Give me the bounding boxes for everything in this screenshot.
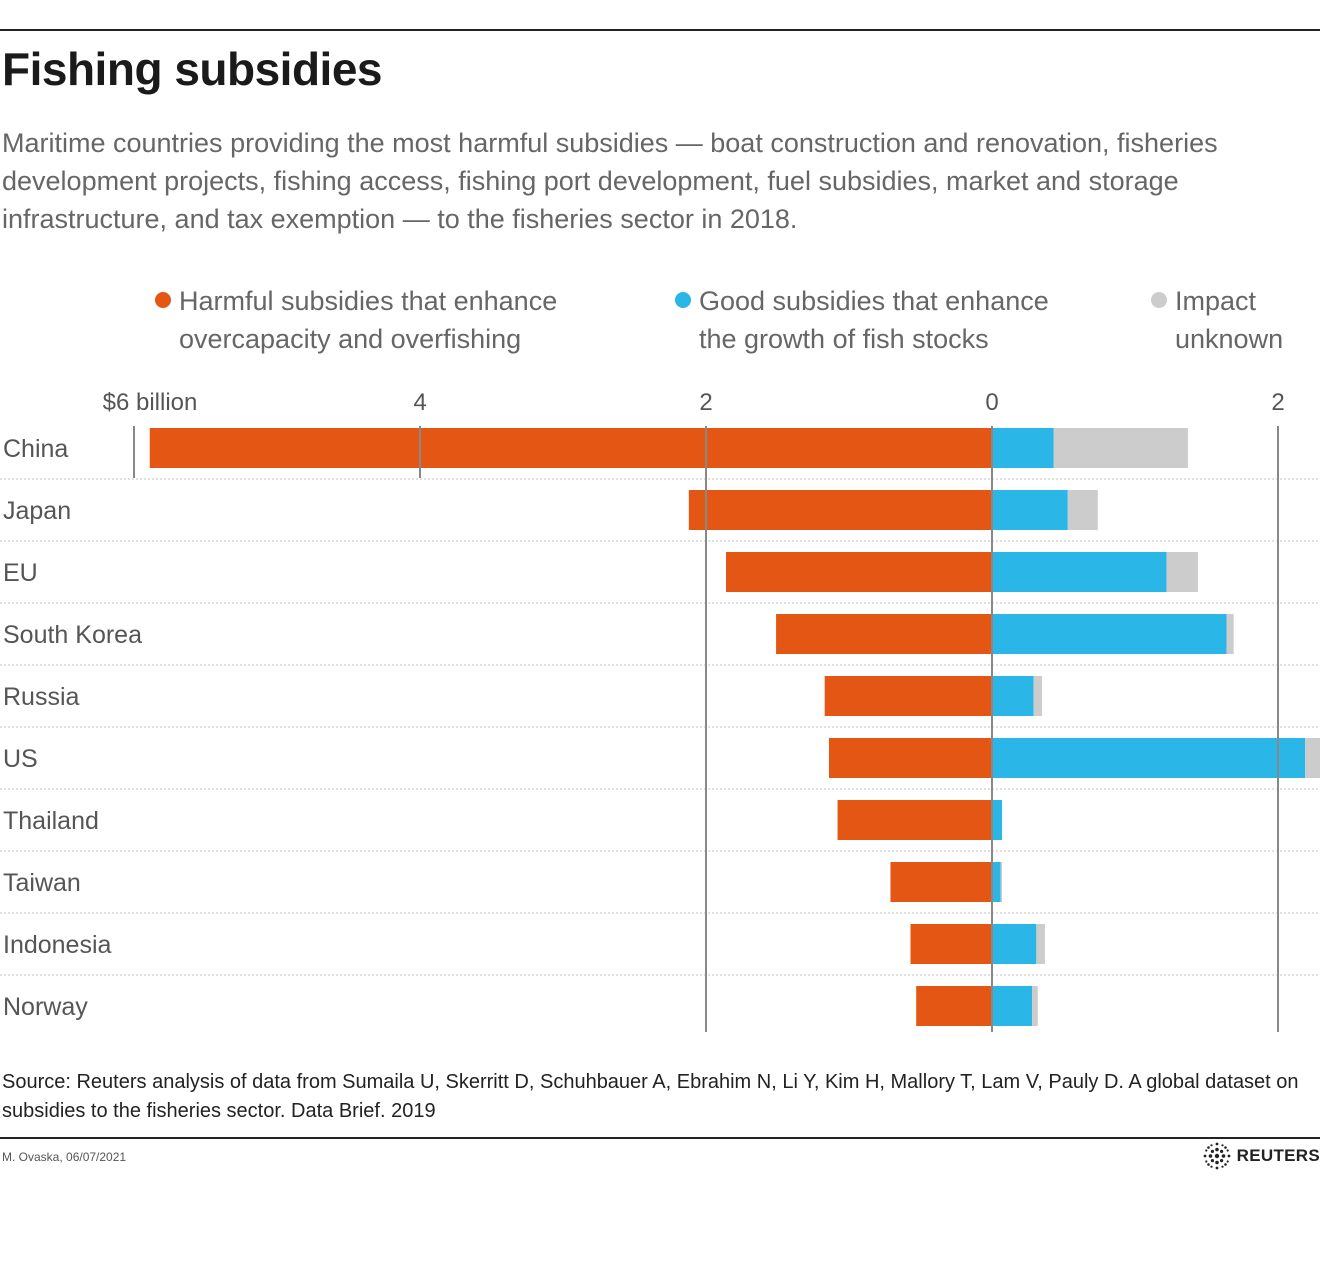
category-label: US [3,745,38,773]
bar-unknown [1166,552,1198,592]
chart-title: Fishing subsidies [2,43,383,95]
bar-unknown [1036,924,1045,964]
bar-good [992,490,1068,530]
legend-label-good-line1: Good subsidies that enhance [699,286,1049,316]
bar-harmful [910,924,992,964]
bar-harmful [837,800,992,840]
legend-label-unknown-line1: Impact [1175,286,1257,316]
legend-dot-harmful [155,292,171,308]
bar-harmful [726,552,992,592]
byline: M. Ovaska, 06/07/2021 [2,1150,127,1164]
legend-label-harmful-line2: overcapacity and overfishing [179,324,522,354]
bar-good [992,862,1001,902]
category-label: Japan [3,497,71,525]
category-label: EU [3,559,38,587]
bar-good [992,614,1227,654]
category-label: Norway [3,993,88,1021]
x-tick-label: 2 [1271,389,1284,416]
bar-unknown [1032,986,1038,1026]
legend-item-harmful: Harmful subsidies that enhance overcapac… [155,282,558,358]
category-label: South Korea [3,621,142,649]
bar-chart: China Japan EU South Korea Russia US Thailand T… [0,389,1320,1032]
bar-unknown [1067,490,1098,530]
bar-harmful [688,490,992,530]
bottom-rule [0,1137,1320,1139]
x-tick-label: $6 billion [103,389,198,416]
bar-unknown [1033,676,1043,716]
bar-unknown [1053,428,1188,468]
legend-dot-unknown [1151,292,1167,308]
bar-unknown [1000,862,1003,902]
bar-unknown [1226,614,1234,654]
bar-unknown [1305,738,1320,778]
chart-subtitle: Maritime countries providing the most ha… [2,128,1218,234]
bar-good [992,800,1003,840]
reuters-dots-icon [1203,1142,1231,1170]
bar-good [992,676,1034,716]
bar-good [992,738,1306,778]
reuters-wordmark: REUTERS [1236,1146,1320,1165]
reuters-logo: REUTERS [1203,1142,1320,1170]
bar-good [992,986,1033,1026]
legend-item-unknown: Impact unknown [1151,282,1284,358]
bar-harmful [149,428,993,468]
bar-good [992,428,1054,468]
category-label: China [3,435,68,463]
legend-label-harmful-line1: Harmful subsidies that enhance [179,286,558,316]
category-label: Indonesia [3,931,112,959]
bar-harmful [776,614,992,654]
legend-item-good: Good subsidies that enhance the growth o… [675,282,1049,358]
bar-harmful [824,676,992,716]
bar-good [992,924,1037,964]
x-tick-label: 4 [413,389,426,416]
bar-harmful [890,862,992,902]
legend-label-good-line2: the growth of fish stocks [699,324,989,354]
legend-label-unknown-line2: unknown [1175,324,1284,354]
category-label: Russia [3,683,80,711]
category-label: Taiwan [3,869,81,897]
top-rule [0,29,1320,31]
x-tick-label: 0 [985,389,998,416]
category-label: Thailand [3,807,99,835]
source-note: Source: Reuters analysis of data from Su… [2,1071,1299,1122]
bar-harmful [916,986,992,1026]
legend-dot-good [675,292,691,308]
x-tick-label: 2 [699,389,712,416]
bar-good [992,552,1167,592]
bar-harmful [828,738,992,778]
